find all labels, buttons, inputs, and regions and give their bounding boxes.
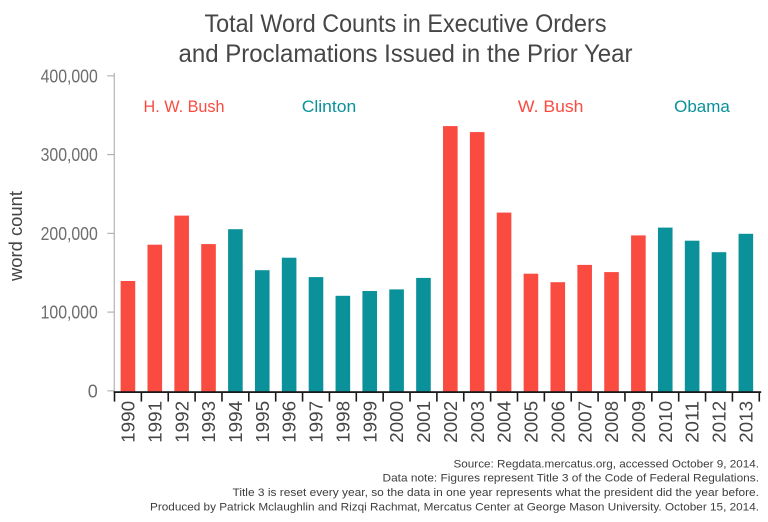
- svg-text:2001: 2001: [414, 401, 434, 443]
- svg-text:1991: 1991: [145, 401, 165, 443]
- svg-text:1996: 1996: [280, 401, 300, 443]
- svg-text:1992: 1992: [172, 401, 192, 443]
- svg-text:Total Word Counts in Executive: Total Word Counts in Executive Orders: [205, 10, 607, 38]
- svg-text:2013: 2013: [736, 401, 756, 443]
- svg-text:2010: 2010: [656, 401, 676, 443]
- svg-text:2004: 2004: [495, 401, 515, 443]
- svg-text:Data note: Figures represent T: Data note: Figures represent Title 3 of …: [383, 473, 760, 485]
- svg-text:1994: 1994: [226, 401, 246, 443]
- svg-text:H. W. Bush: H. W. Bush: [144, 97, 225, 116]
- svg-text:1998: 1998: [333, 401, 353, 443]
- svg-text:W. Bush: W. Bush: [518, 97, 584, 116]
- svg-text:400,000: 400,000: [41, 66, 98, 86]
- svg-text:2012: 2012: [710, 401, 730, 443]
- svg-text:2000: 2000: [387, 401, 407, 443]
- svg-text:2002: 2002: [441, 401, 461, 443]
- svg-text:1999: 1999: [360, 401, 380, 443]
- svg-text:and Proclamations Issued in th: and Proclamations Issued in the Prior Ye…: [179, 40, 633, 68]
- svg-text:200,000: 200,000: [41, 224, 98, 244]
- svg-text:0: 0: [88, 381, 98, 401]
- svg-text:2003: 2003: [468, 401, 488, 443]
- svg-text:Clinton: Clinton: [302, 97, 357, 116]
- svg-text:1995: 1995: [253, 401, 273, 443]
- svg-text:2006: 2006: [548, 401, 568, 443]
- svg-text:2008: 2008: [602, 401, 622, 443]
- svg-text:300,000: 300,000: [41, 145, 98, 165]
- svg-text:Produced by Patrick Mclaughlin: Produced by Patrick Mclaughlin and Rizqi…: [150, 501, 759, 513]
- svg-text:Title 3 is reset every year, s: Title 3 is reset every year, so the data…: [233, 487, 760, 499]
- svg-text:100,000: 100,000: [41, 303, 98, 323]
- svg-text:1990: 1990: [119, 401, 139, 443]
- svg-text:2005: 2005: [522, 401, 542, 443]
- svg-text:2009: 2009: [629, 401, 649, 443]
- svg-text:2011: 2011: [683, 401, 703, 443]
- svg-text:Obama: Obama: [674, 97, 730, 116]
- svg-text:2007: 2007: [575, 401, 595, 443]
- svg-text:1993: 1993: [199, 401, 219, 443]
- svg-text:Source: Regdata.mercatus.org,: Source: Regdata.mercatus.org, accessed O…: [454, 458, 760, 470]
- svg-text:word count: word count: [6, 191, 26, 282]
- svg-text:1997: 1997: [307, 401, 327, 443]
